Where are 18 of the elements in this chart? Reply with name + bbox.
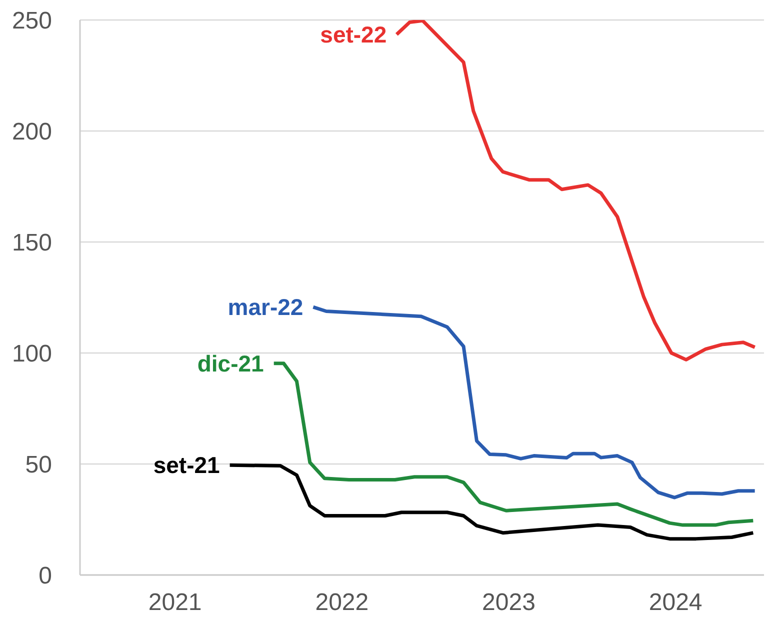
x-tick-label: 2022 — [315, 589, 369, 616]
y-tick-label: 0 — [38, 562, 52, 590]
x-tick-label: 2024 — [648, 589, 702, 616]
y-tick-label: 50 — [25, 452, 52, 479]
series-label: set-22 — [320, 21, 387, 48]
line-series — [272, 362, 755, 527]
y-tick-label: 100 — [12, 340, 52, 368]
line-series — [311, 305, 757, 500]
series-label: dic-21 — [197, 350, 264, 376]
line-series — [228, 463, 755, 541]
series-label: mar-22 — [228, 294, 304, 320]
x-tick-label: 2021 — [148, 589, 202, 616]
y-tick-label: 250 — [12, 8, 52, 35]
x-tick-label: 2023 — [482, 589, 536, 616]
line-series — [394, 20, 757, 362]
series-label: set-21 — [153, 452, 220, 478]
y-tick-label: 200 — [12, 118, 52, 146]
y-tick-label: 150 — [12, 230, 52, 257]
